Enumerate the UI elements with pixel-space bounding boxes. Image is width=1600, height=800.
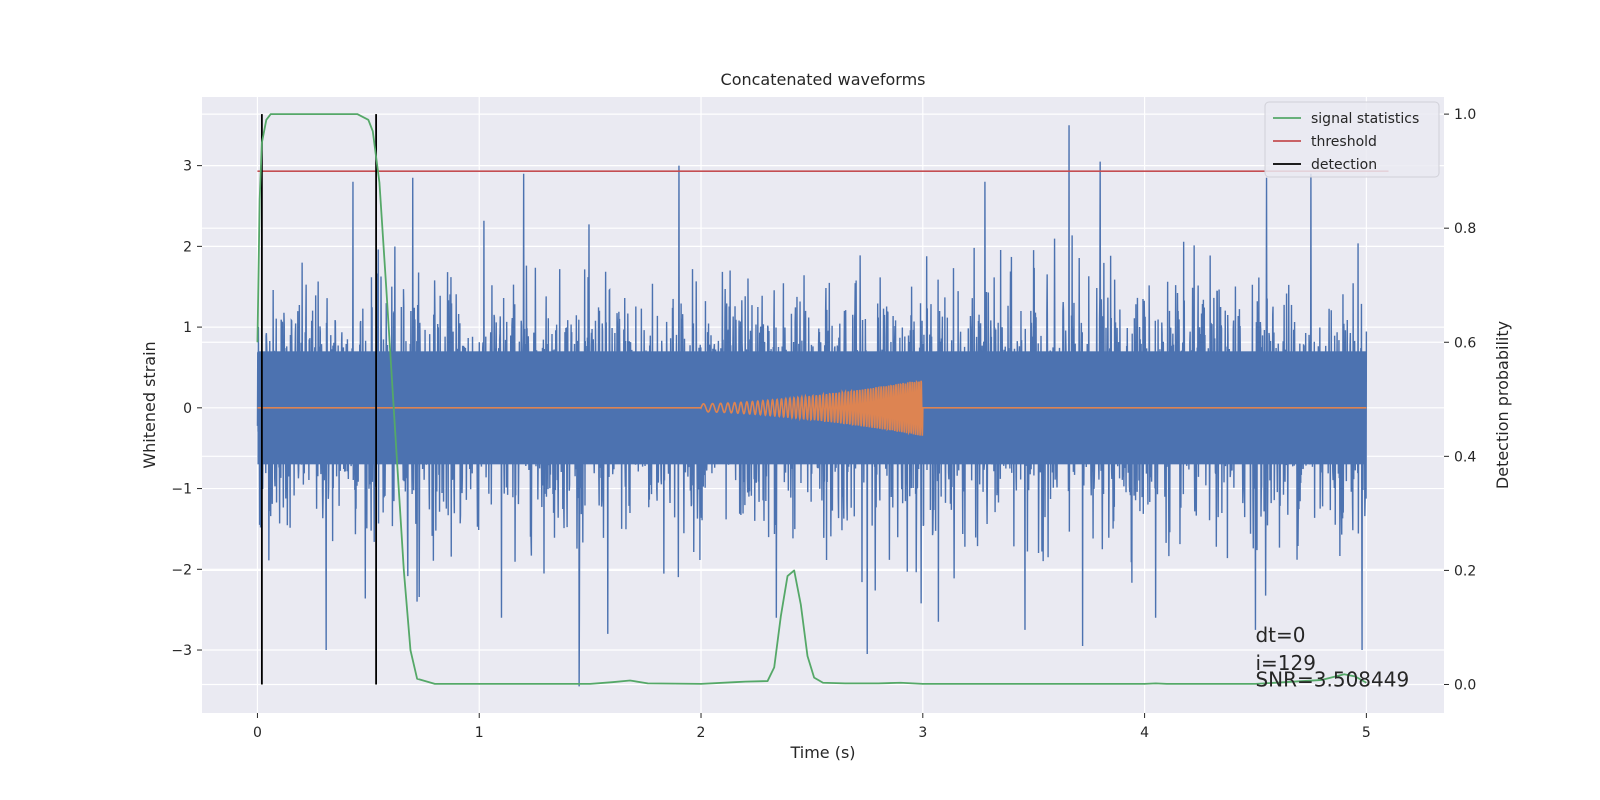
y2-axis-label: Detection probability xyxy=(1493,321,1512,489)
y-tick-label: −2 xyxy=(171,562,192,578)
x-tick-label: 2 xyxy=(697,725,706,741)
y-tick-label: 3 xyxy=(183,159,192,175)
x-tick-label: 1 xyxy=(475,725,484,741)
axes: 0 1 2 3 4 5 −3 −2 −1 0 1 2 3 0.0 0.2 0.4 0.6 0.8 1.0 xyxy=(171,107,1476,741)
y2-tick-label: 0.8 xyxy=(1454,221,1476,237)
annotation-text: i=129 xyxy=(1255,651,1316,675)
y-tick-label: 0 xyxy=(183,401,192,417)
y-axis-label: Whitened strain xyxy=(140,341,159,468)
x-axis-label: Time (s) xyxy=(789,743,855,762)
annotation-text: dt=0 xyxy=(1255,623,1305,647)
y-tick-label: −1 xyxy=(171,482,192,498)
y-tick-label: 1 xyxy=(183,320,192,336)
y2-tick-label: 0.4 xyxy=(1454,449,1476,465)
y2-tick-label: 0.0 xyxy=(1454,677,1476,693)
annotation-text: SNR=3.508449 xyxy=(1255,667,1409,691)
y2-tick-label: 1.0 xyxy=(1454,107,1476,123)
template-waveform-series xyxy=(257,379,1367,436)
legend: signal statistics threshold detection xyxy=(1264,101,1440,178)
y2-tick-label: 0.6 xyxy=(1454,335,1476,351)
legend-threshold-label: threshold xyxy=(1311,134,1377,150)
y-tick-label: 2 xyxy=(183,239,192,255)
x-tick-label: 4 xyxy=(1140,725,1149,741)
x-tick-label: 3 xyxy=(918,725,927,741)
y-tick-label: −3 xyxy=(171,643,192,659)
legend-signal-statistics-label: signal statistics xyxy=(1311,111,1419,127)
x-tick-label: 0 xyxy=(253,725,262,741)
data-layer xyxy=(256,113,1389,687)
signal-statistics-series xyxy=(256,113,1367,685)
x-tick-label: 5 xyxy=(1362,725,1371,741)
chart-title: Concatenated waveforms xyxy=(721,70,926,89)
legend-detection-label: detection xyxy=(1311,157,1377,173)
legend-box xyxy=(1264,101,1440,178)
y2-tick-label: 0.2 xyxy=(1454,563,1476,579)
